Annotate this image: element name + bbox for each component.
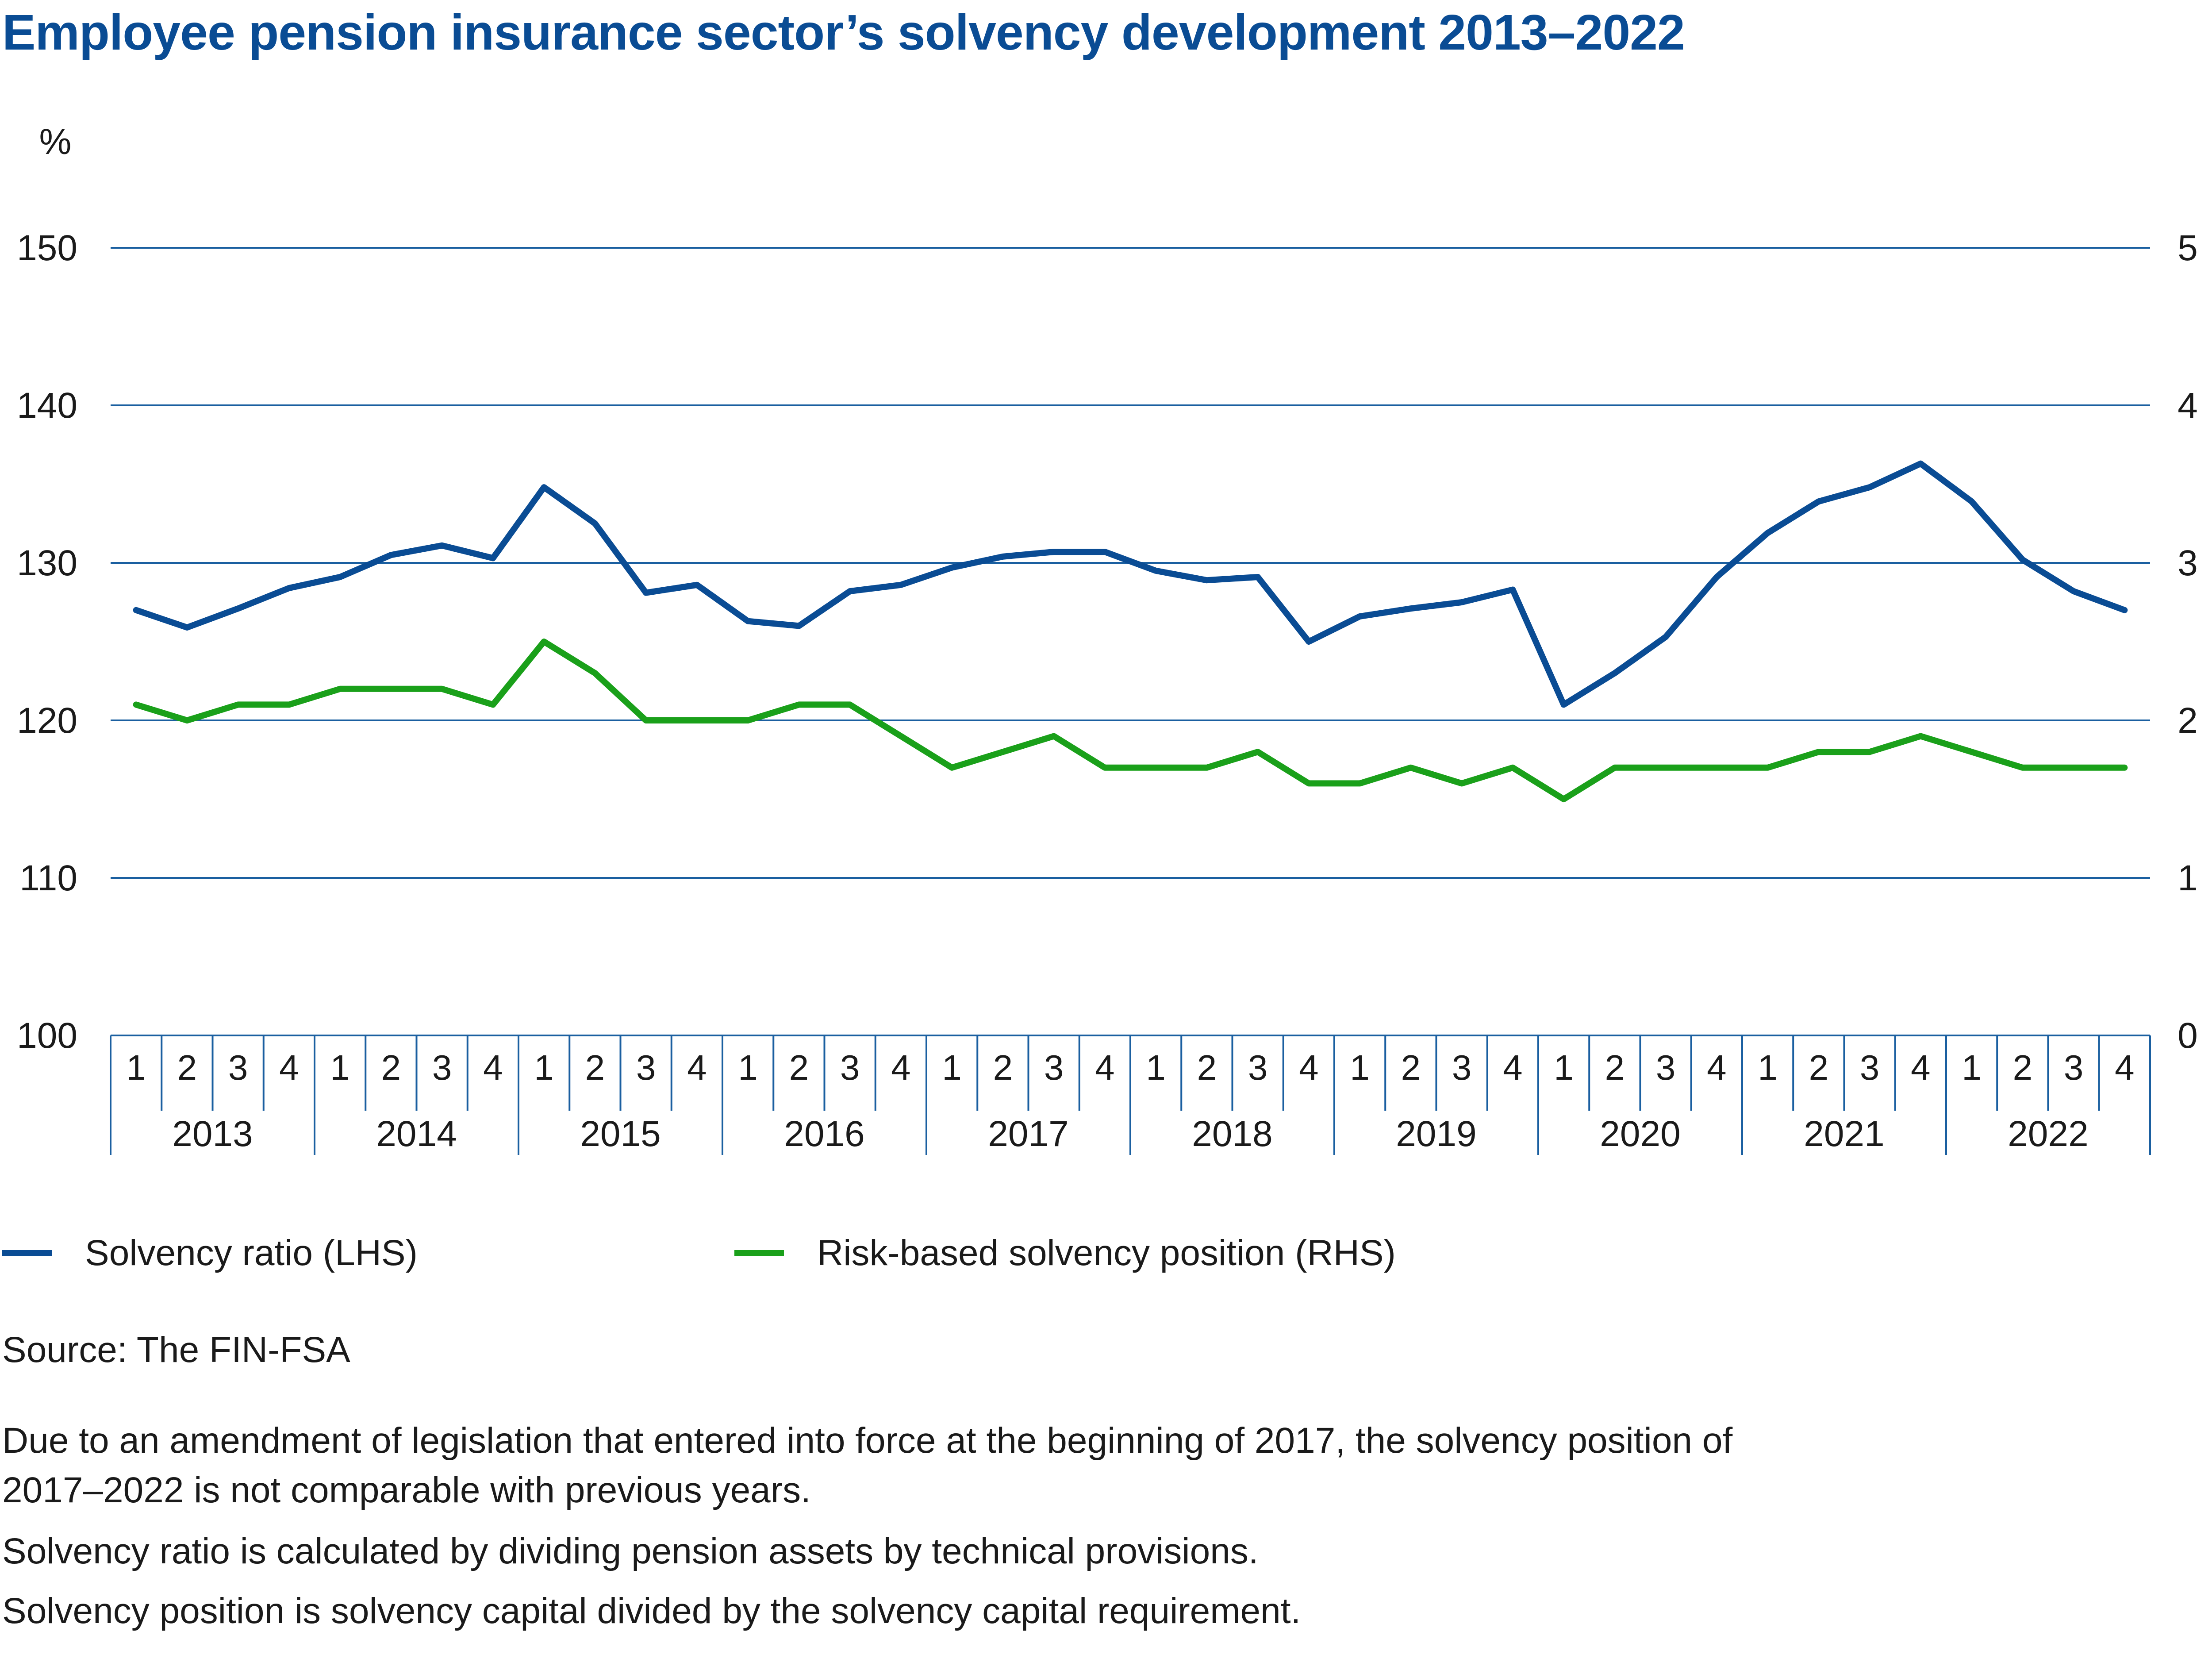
legend-swatch-blue bbox=[2, 1250, 52, 1256]
legend-swatch-green bbox=[734, 1250, 784, 1256]
quarter-label: 1 bbox=[126, 1048, 146, 1087]
quarter-label: 2 bbox=[1605, 1048, 1625, 1087]
unit-label: % bbox=[39, 122, 72, 162]
quarter-label: 4 bbox=[279, 1048, 299, 1087]
quarter-label: 2 bbox=[381, 1048, 401, 1087]
chart-title: Employee pension insurance sector’s solv… bbox=[2, 4, 1685, 60]
quarter-label: 2 bbox=[585, 1048, 605, 1087]
right-tick-label: 1 bbox=[2177, 858, 2198, 898]
quarter-label: 2 bbox=[1809, 1048, 1829, 1087]
left-tick-label: 140 bbox=[17, 385, 77, 426]
quarter-label: 3 bbox=[1044, 1048, 1064, 1087]
quarter-label: 2 bbox=[177, 1048, 197, 1087]
ratio-definition-note: Solvency ratio is calculated by dividing… bbox=[2, 1531, 1259, 1571]
left-tick-label: 150 bbox=[17, 228, 77, 268]
quarter-label: 1 bbox=[534, 1048, 554, 1087]
left-tick-label: 100 bbox=[17, 1016, 77, 1056]
quarter-label: 4 bbox=[891, 1048, 911, 1087]
quarter-label: 3 bbox=[1248, 1048, 1268, 1087]
year-label: 2021 bbox=[1804, 1114, 1884, 1154]
right-tick-label: 2 bbox=[2177, 700, 2198, 741]
legend-label-risk-based: Risk-based solvency position (RHS) bbox=[817, 1233, 1396, 1273]
quarter-label: 1 bbox=[1146, 1048, 1166, 1087]
quarter-label: 3 bbox=[1452, 1048, 1472, 1087]
source-note: Source: The FIN-FSA bbox=[2, 1330, 350, 1370]
amendment-note-line2: 2017–2022 is not comparable with previou… bbox=[2, 1470, 811, 1510]
quarter-label: 3 bbox=[1656, 1048, 1676, 1087]
year-label: 2014 bbox=[376, 1114, 457, 1154]
year-label: 2020 bbox=[1600, 1114, 1680, 1154]
quarter-label: 1 bbox=[1350, 1048, 1370, 1087]
quarter-label: 2 bbox=[993, 1048, 1013, 1087]
quarter-label: 4 bbox=[1503, 1048, 1523, 1087]
legend-label-solvency-ratio: Solvency ratio (LHS) bbox=[85, 1233, 418, 1273]
quarter-label: 4 bbox=[483, 1048, 503, 1087]
quarter-label: 2 bbox=[789, 1048, 809, 1087]
year-label: 2018 bbox=[1192, 1114, 1272, 1154]
year-label: 2015 bbox=[580, 1114, 661, 1154]
quarter-label: 4 bbox=[1299, 1048, 1319, 1087]
right-tick-label: 5 bbox=[2177, 228, 2198, 268]
series-lines bbox=[133, 460, 2128, 802]
right-tick-label: 3 bbox=[2177, 543, 2198, 583]
amendment-note-line1: Due to an amendment of legislation that … bbox=[2, 1420, 1733, 1461]
right-tick-label: 4 bbox=[2177, 385, 2198, 426]
quarter-label: 1 bbox=[1962, 1048, 1982, 1087]
right-axis: 5 4 3 2 1 0 bbox=[2177, 228, 2198, 1056]
quarter-label: 3 bbox=[2064, 1048, 2084, 1087]
left-tick-label: 120 bbox=[17, 700, 77, 741]
quarter-label: 4 bbox=[2115, 1048, 2135, 1087]
year-label: 2017 bbox=[988, 1114, 1068, 1154]
year-label: 2013 bbox=[172, 1114, 253, 1154]
quarter-label: 4 bbox=[1095, 1048, 1115, 1087]
quarter-label: 3 bbox=[636, 1048, 656, 1087]
left-tick-label: 110 bbox=[19, 858, 77, 898]
quarter-label: 1 bbox=[942, 1048, 962, 1087]
position-definition-note: Solvency position is solvency capital di… bbox=[2, 1591, 1301, 1631]
left-tick-label: 130 bbox=[17, 543, 77, 583]
series-line-risk-based bbox=[133, 639, 2128, 802]
quarter-label: 1 bbox=[738, 1048, 758, 1087]
quarter-label: 4 bbox=[1707, 1048, 1727, 1087]
year-label: 2019 bbox=[1396, 1114, 1476, 1154]
quarter-label: 3 bbox=[228, 1048, 248, 1087]
quarter-label: 3 bbox=[1860, 1048, 1880, 1087]
quarter-label: 1 bbox=[1758, 1048, 1778, 1087]
quarter-label: 2 bbox=[1197, 1048, 1217, 1087]
legend-risk-based: Risk-based solvency position (RHS) bbox=[734, 1232, 1396, 1274]
right-tick-label: 0 bbox=[2177, 1016, 2198, 1056]
series-line-solvency-ratio bbox=[133, 460, 2128, 708]
quarter-label: 3 bbox=[840, 1048, 860, 1087]
year-label: 2022 bbox=[2008, 1114, 2088, 1154]
quarter-label: 1 bbox=[1554, 1048, 1574, 1087]
quarter-label: 2 bbox=[1401, 1048, 1421, 1087]
quarter-label: 4 bbox=[687, 1048, 707, 1087]
year-label: 2016 bbox=[784, 1114, 864, 1154]
quarter-label: 2 bbox=[2013, 1048, 2033, 1087]
quarter-label: 1 bbox=[330, 1048, 350, 1087]
legend-solvency-ratio: Solvency ratio (LHS) bbox=[2, 1232, 418, 1274]
left-axis: 150 140 130 120 110 100 bbox=[17, 228, 77, 1056]
quarter-label: 4 bbox=[1911, 1048, 1931, 1087]
quarter-label: 3 bbox=[432, 1048, 452, 1087]
